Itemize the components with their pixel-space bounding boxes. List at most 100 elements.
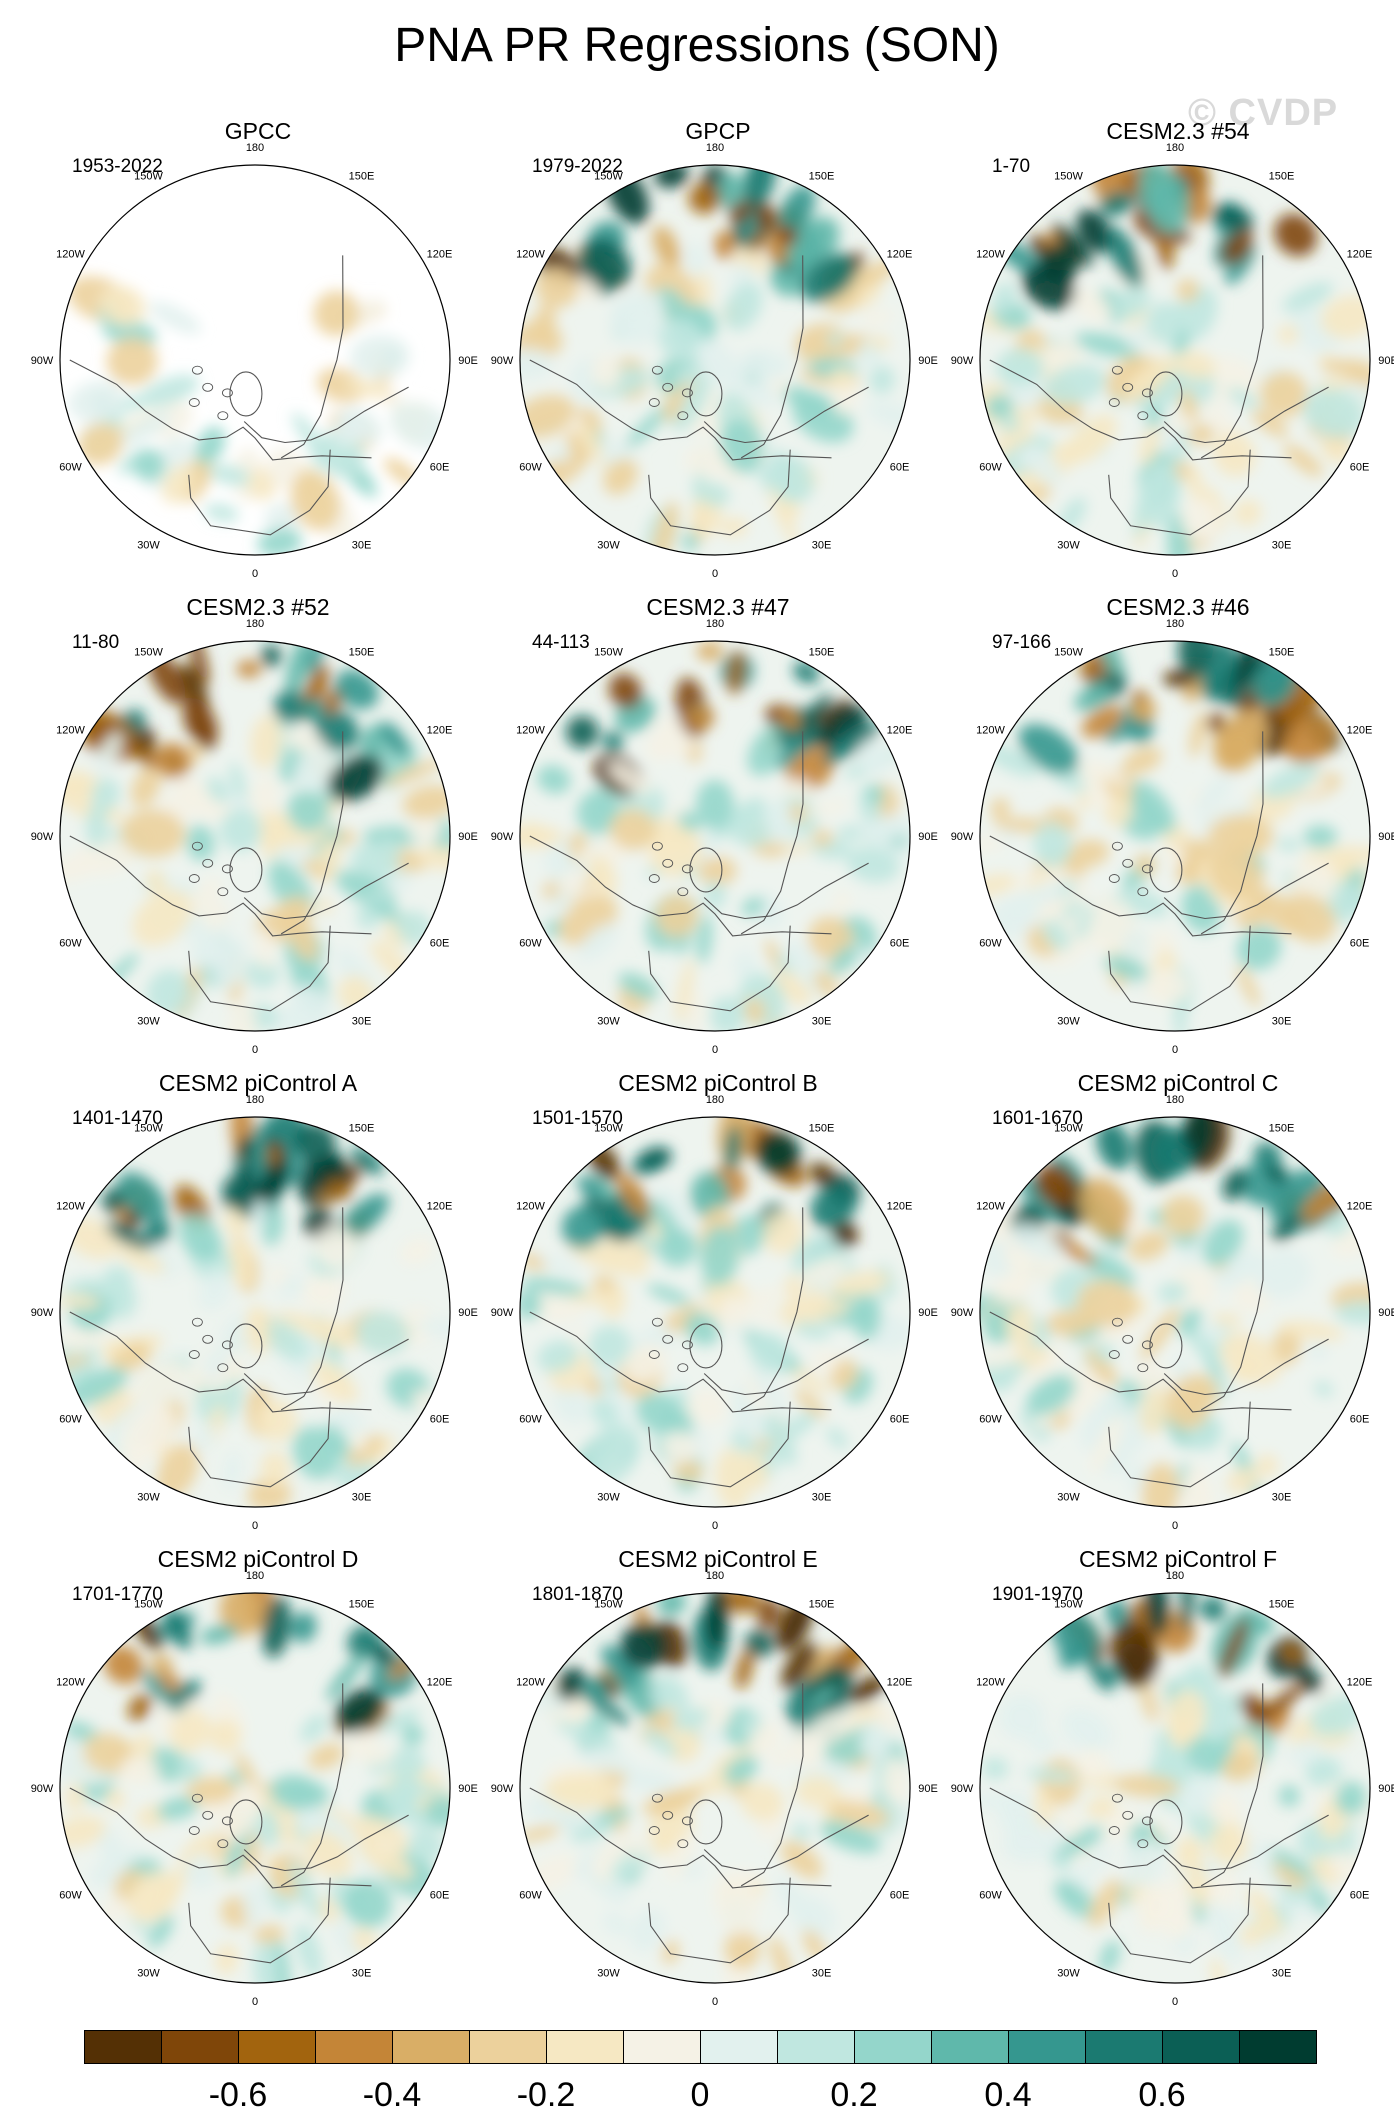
longitude-label: 60W bbox=[519, 938, 542, 950]
longitude-label: 150E bbox=[1269, 1123, 1295, 1135]
longitude-label: 120W bbox=[516, 249, 545, 261]
longitude-label: 90W bbox=[951, 831, 974, 843]
longitude-label: 30W bbox=[1057, 540, 1080, 552]
longitude-label: 30E bbox=[812, 1492, 832, 1504]
longitude-label: 60E bbox=[1350, 462, 1370, 474]
panel-title: CESM2 piControl E bbox=[618, 1546, 818, 1572]
panel-period: 1-70 bbox=[992, 156, 1031, 177]
longitude-label: 60W bbox=[979, 1890, 1002, 1902]
longitude-label: 150E bbox=[349, 171, 375, 183]
longitude-label: 150E bbox=[1269, 1599, 1295, 1611]
panel-period: 1601-1670 bbox=[992, 1108, 1083, 1129]
colorbar-tick-label: 0.6 bbox=[1138, 2076, 1186, 2114]
longitude-label: 150W bbox=[594, 1599, 623, 1611]
longitude-label: 180 bbox=[1166, 142, 1184, 154]
cvdp-watermark: © CVDP bbox=[1188, 92, 1339, 134]
longitude-label: 120E bbox=[887, 1677, 913, 1689]
colorbar-swatch bbox=[238, 2030, 316, 2064]
colorbar-swatch bbox=[1085, 2030, 1163, 2064]
polar-map: 180 150E 120E 90E 60E 30E 0 30W 60W 90W 120W 150W bbox=[491, 618, 938, 1056]
longitude-label: 180 bbox=[1166, 618, 1184, 630]
polar-map: 180 150E 120E 90E 60E 30E 0 30W 60W 90W 120W 150W bbox=[31, 618, 478, 1056]
longitude-label: 0 bbox=[1172, 1044, 1178, 1056]
panel-period: 1801-1870 bbox=[532, 1584, 623, 1605]
longitude-label: 150E bbox=[1269, 647, 1295, 659]
longitude-label: 60W bbox=[519, 1414, 542, 1426]
longitude-label: 120W bbox=[976, 1677, 1005, 1689]
longitude-label: 90W bbox=[31, 355, 54, 367]
longitude-label: 90E bbox=[1378, 1307, 1394, 1319]
longitude-label: 30W bbox=[1057, 1968, 1080, 1980]
colorbar-swatch bbox=[84, 2030, 162, 2064]
longitude-label: 150W bbox=[134, 647, 163, 659]
longitude-label: 150W bbox=[1054, 1123, 1083, 1135]
longitude-label: 30E bbox=[812, 540, 832, 552]
polar-map: 180 150E 120E 90E 60E 30E 0 30W 60W 90W 120W 150W bbox=[31, 142, 478, 580]
longitude-label: 60E bbox=[890, 938, 910, 950]
colorbar-swatch bbox=[1008, 2030, 1086, 2064]
longitude-label: 60W bbox=[979, 462, 1002, 474]
polar-map: 180 150E 120E 90E 60E 30E 0 30W 60W 90W 120W 150W bbox=[31, 1570, 478, 2008]
longitude-label: 150E bbox=[809, 647, 835, 659]
longitude-label: 180 bbox=[246, 142, 264, 154]
longitude-label: 150W bbox=[1054, 1599, 1083, 1611]
colorbar-swatch bbox=[623, 2030, 701, 2064]
panel-period: 1501-1570 bbox=[532, 1108, 623, 1129]
longitude-label: 120E bbox=[887, 249, 913, 261]
longitude-label: 120W bbox=[516, 725, 545, 737]
longitude-label: 180 bbox=[1166, 1094, 1184, 1106]
longitude-label: 120E bbox=[887, 725, 913, 737]
colorbar-swatch bbox=[700, 2030, 778, 2064]
polar-map: 180 150E 120E 90E 60E 30E 0 30W 60W 90W 120W 150W bbox=[491, 1570, 938, 2008]
longitude-label: 0 bbox=[252, 568, 258, 580]
longitude-label: 180 bbox=[706, 618, 724, 630]
panel-title: CESM2 piControl A bbox=[158, 1070, 358, 1096]
longitude-label: 90W bbox=[31, 1307, 54, 1319]
longitude-label: 60W bbox=[59, 462, 82, 474]
longitude-label: 30W bbox=[597, 1016, 620, 1028]
longitude-label: 30W bbox=[137, 1492, 160, 1504]
panel-period: 1979-2022 bbox=[532, 156, 623, 177]
colorbar-tick-label: -0.4 bbox=[362, 2076, 422, 2114]
longitude-label: 90E bbox=[458, 1307, 478, 1319]
longitude-label: 0 bbox=[252, 1520, 258, 1532]
longitude-label: 30W bbox=[597, 1492, 620, 1504]
longitude-label: 90E bbox=[458, 831, 478, 843]
longitude-label: 30W bbox=[137, 1016, 160, 1028]
longitude-label: 150W bbox=[1054, 171, 1083, 183]
polar-map: 180 150E 120E 90E 60E 30E 0 30W 60W 90W 120W 150W bbox=[951, 618, 1394, 1056]
longitude-label: 60E bbox=[890, 462, 910, 474]
longitude-label: 120W bbox=[56, 725, 85, 737]
longitude-label: 120W bbox=[56, 1201, 85, 1213]
longitude-label: 150E bbox=[349, 647, 375, 659]
longitude-label: 90W bbox=[491, 1307, 514, 1319]
longitude-label: 90E bbox=[458, 1783, 478, 1795]
longitude-label: 150W bbox=[134, 171, 163, 183]
colorbar-swatch bbox=[469, 2030, 547, 2064]
longitude-label: 60E bbox=[890, 1890, 910, 1902]
longitude-label: 90W bbox=[491, 355, 514, 367]
longitude-label: 60E bbox=[1350, 1414, 1370, 1426]
colorbar-swatch bbox=[546, 2030, 624, 2064]
longitude-label: 120W bbox=[56, 249, 85, 261]
longitude-label: 30E bbox=[812, 1968, 832, 1980]
longitude-label: 180 bbox=[246, 1094, 264, 1106]
longitude-label: 150E bbox=[1269, 171, 1295, 183]
panel-title: CESM2.3 #52 bbox=[186, 594, 330, 620]
longitude-label: 30E bbox=[812, 1016, 832, 1028]
map-panel: CESM2 piControl B 180 150E 120E 90E 60E 30E 0 30… bbox=[491, 1070, 938, 1532]
longitude-label: 60W bbox=[59, 1414, 82, 1426]
panel-title: GPCC bbox=[224, 118, 292, 144]
map-panel: CESM2 piControl E 180 150E 120E 90E 60E 30E 0 30… bbox=[491, 1546, 938, 2008]
longitude-label: 60E bbox=[430, 1414, 450, 1426]
longitude-label: 0 bbox=[712, 568, 718, 580]
longitude-label: 60W bbox=[59, 1890, 82, 1902]
longitude-label: 60E bbox=[430, 938, 450, 950]
longitude-label: 120W bbox=[56, 1677, 85, 1689]
longitude-label: 180 bbox=[706, 142, 724, 154]
panel-title: CESM2 piControl C bbox=[1077, 1070, 1279, 1096]
longitude-label: 90E bbox=[1378, 1783, 1394, 1795]
